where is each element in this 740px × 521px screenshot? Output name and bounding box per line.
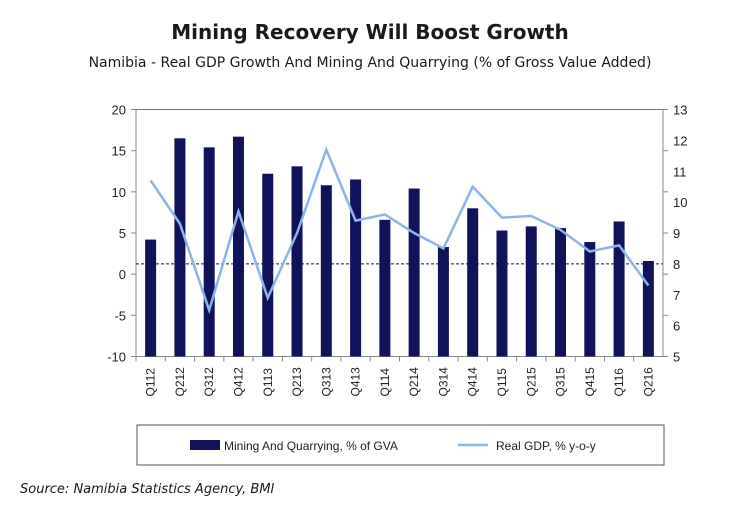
right-tick-label: 11 (673, 164, 687, 179)
right-tick-label: 6 (673, 319, 680, 334)
left-tick-label: 10 (112, 185, 126, 200)
x-tick-label: Q414 (466, 367, 480, 397)
x-tick-label: Q314 (436, 367, 450, 397)
source-note: Source: Namibia Statistics Agency, BMI (20, 482, 275, 497)
bar-Q415 (584, 242, 596, 357)
bar-Q112 (145, 239, 157, 357)
legend-label-mining: Mining And Quarrying, % of GVA (224, 439, 398, 453)
left-tick-label: -10 (107, 350, 126, 365)
x-tick-label: Q412 (231, 367, 245, 397)
right-tick-label: 12 (673, 133, 687, 148)
x-tick-label: Q114 (378, 368, 392, 397)
bar-Q115 (496, 230, 508, 357)
x-tick-label: Q313 (319, 367, 333, 397)
chart-title: Mining Recovery Will Boost Growth (171, 20, 569, 44)
legend-swatch-mining (190, 440, 220, 450)
bar-Q215 (525, 226, 537, 357)
left-tick-label: 0 (119, 267, 126, 282)
right-tick-label: 13 (673, 103, 687, 118)
right-tick-label: 5 (673, 350, 680, 365)
bar-Q216 (642, 260, 654, 357)
x-tick-label: Q216 (641, 367, 655, 397)
x-tick-label: Q312 (202, 367, 216, 397)
bar-Q314 (437, 246, 449, 357)
bar-Q214 (408, 188, 420, 357)
x-tick-label: Q415 (583, 367, 597, 397)
legend-label-gdp: Real GDP, % y-o-y (496, 439, 596, 453)
right-tick-label: 10 (673, 195, 687, 210)
right-tick-label: 9 (673, 226, 680, 241)
x-tick-label: Q315 (554, 367, 568, 397)
x-tick-label: Q213 (290, 367, 304, 397)
x-tick-label: Q215 (524, 367, 538, 397)
left-tick-label: 15 (112, 144, 126, 159)
x-tick-label: Q112 (144, 368, 158, 397)
bar-Q116 (613, 221, 625, 357)
bar-Q414 (467, 208, 479, 357)
bar-Q315 (555, 228, 567, 357)
bar-Q313 (320, 185, 332, 357)
x-tick-label: Q115 (495, 368, 509, 397)
x-tick-label: Q413 (349, 367, 363, 397)
x-tick-label: Q116 (612, 368, 626, 397)
x-tick-label: Q214 (407, 367, 421, 397)
line-real-gdp (149, 146, 650, 315)
chart-subtitle: Namibia - Real GDP Growth And Mining And… (88, 55, 652, 71)
bar-Q114 (379, 219, 391, 357)
right-tick-label: 8 (673, 257, 680, 272)
x-tick-label: Q212 (173, 367, 187, 397)
bar-Q413 (350, 179, 362, 357)
left-tick-label: 5 (119, 226, 126, 241)
left-tick-label: -5 (114, 308, 126, 323)
bar-Q212 (174, 138, 186, 357)
bar-Q312 (203, 147, 215, 357)
left-tick-label: 20 (112, 103, 126, 118)
legend-box (136, 424, 665, 466)
bar-Q213 (291, 166, 303, 357)
bar-Q412 (232, 136, 244, 357)
x-tick-label: Q113 (261, 368, 275, 397)
right-tick-label: 7 (673, 288, 680, 303)
bar-Q113 (262, 173, 274, 357)
